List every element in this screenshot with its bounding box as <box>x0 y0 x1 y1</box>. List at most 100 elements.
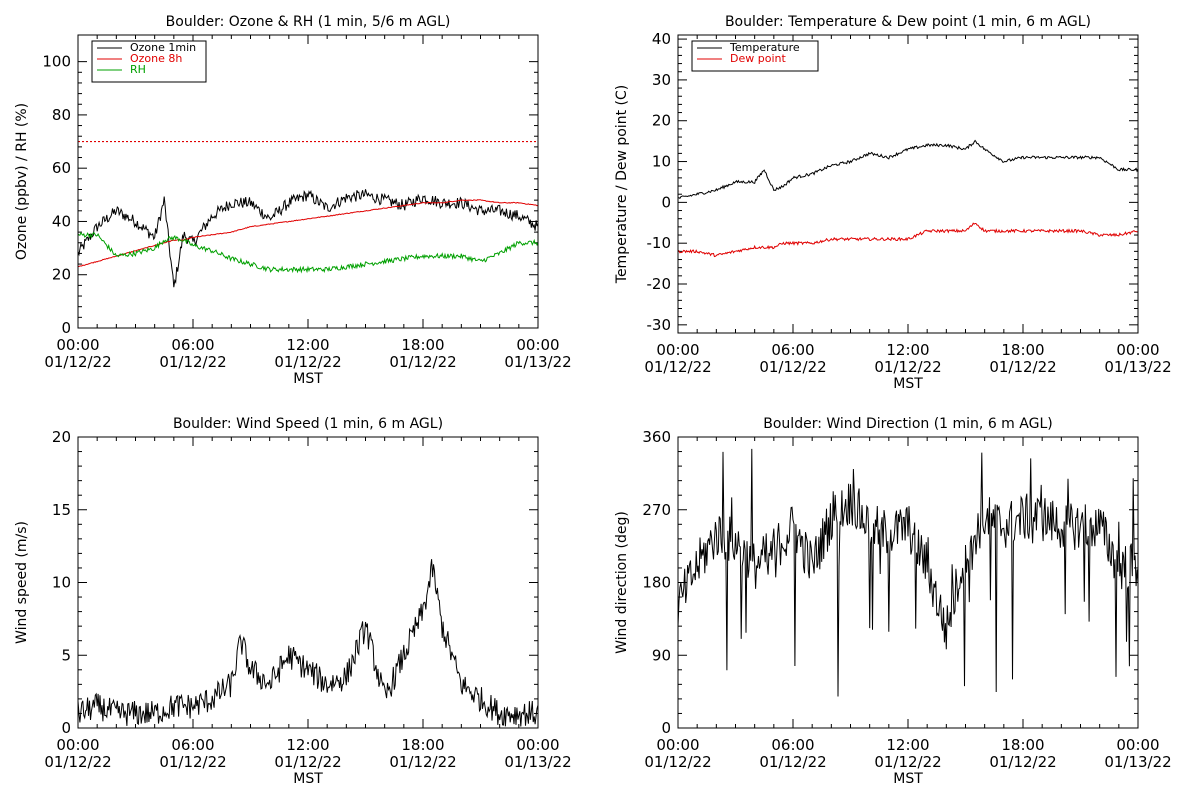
series-line-1 <box>78 189 538 288</box>
y-tick-label: 20 <box>52 428 71 446</box>
x-tick-label-time: 06:00 <box>171 336 214 354</box>
x-tick-label-time: 06:00 <box>771 341 814 359</box>
x-tick-label-time: 00:00 <box>56 336 99 354</box>
y-tick-label: 30 <box>652 71 671 89</box>
x-tick-label-date: 01/12/22 <box>759 753 826 771</box>
y-tick-label: 10 <box>652 153 671 171</box>
y-tick-label: 20 <box>52 266 71 284</box>
chart-panel-temp_dew: Boulder: Temperature & Dew point (1 min,… <box>614 14 1172 392</box>
y-tick-label: 0 <box>61 319 71 337</box>
plot-area <box>78 559 538 727</box>
x-tick-label-time: 00:00 <box>1116 736 1159 754</box>
x-tick-label-date: 01/13/22 <box>504 353 571 371</box>
series-line-1 <box>678 139 1138 199</box>
x-tick-label-time: 00:00 <box>656 736 699 754</box>
x-tick-label-time: 00:00 <box>1116 341 1159 359</box>
x-tick-label-date: 01/12/22 <box>159 353 226 371</box>
y-tick-label: 40 <box>52 212 71 230</box>
series-line-2 <box>78 199 538 267</box>
plot-frame <box>677 34 1139 334</box>
y-tick-label: -10 <box>647 234 672 252</box>
y-tick-label: 0 <box>661 719 671 737</box>
x-tick-label-date: 01/12/22 <box>644 753 711 771</box>
x-tick-label-date: 01/12/22 <box>759 358 826 376</box>
x-axis-label: MST <box>893 376 923 392</box>
y-tick-label: 5 <box>61 646 71 664</box>
plot-frame <box>677 436 1139 729</box>
chart-title: Boulder: Wind Direction (1 min, 6 m AGL) <box>763 416 1052 432</box>
y-tick-label: 60 <box>52 159 71 177</box>
y-axis-label: Wind direction (deg) <box>614 511 630 654</box>
plot-frame <box>77 436 539 729</box>
plot-frame <box>77 34 539 329</box>
x-tick-label-date: 01/12/22 <box>44 753 111 771</box>
x-tick-label-date: 01/12/22 <box>44 353 111 371</box>
legend-label: Dew point <box>730 52 786 65</box>
legend-label: Ozone 1min <box>130 41 196 54</box>
x-tick-label-date: 01/13/22 <box>1104 358 1171 376</box>
plot-area <box>678 448 1138 697</box>
x-tick-label-date: 01/12/22 <box>989 753 1056 771</box>
series-line-3 <box>78 231 538 274</box>
legend-box <box>691 40 819 72</box>
x-tick-label-time: 18:00 <box>1001 736 1044 754</box>
y-tick-label: 100 <box>42 53 71 71</box>
x-tick-label-date: 01/13/22 <box>1104 753 1171 771</box>
x-tick-label-time: 18:00 <box>401 736 444 754</box>
chart-panel-wind_dir: Boulder: Wind Direction (1 min, 6 m AGL)… <box>614 416 1172 787</box>
x-tick-label-date: 01/13/22 <box>504 753 571 771</box>
legend-label: Temperature <box>729 41 800 54</box>
chart-panel-ozone_rh: Boulder: Ozone & RH (1 min, 5/6 m AGL) Oz… <box>14 14 572 387</box>
plot-area <box>78 140 538 288</box>
y-axis-label: Temperature / Dew point (C) <box>614 85 630 284</box>
x-axis-label: MST <box>293 371 323 387</box>
x-tick-label-time: 18:00 <box>1001 341 1044 359</box>
y-axis-label: Ozone (ppbv) / RH (%) <box>14 103 30 260</box>
series-line-1 <box>78 559 538 727</box>
x-axis-label: MST <box>293 771 323 787</box>
x-tick-label-time: 12:00 <box>886 736 929 754</box>
x-tick-label-date: 01/12/22 <box>644 358 711 376</box>
chart-title: Boulder: Temperature & Dew point (1 min,… <box>725 14 1091 30</box>
y-tick-label: -30 <box>647 316 672 334</box>
x-tick-label-date: 01/12/22 <box>989 358 1056 376</box>
chart-title: Boulder: Wind Speed (1 min, 6 m AGL) <box>173 416 443 432</box>
x-tick-label-time: 00:00 <box>656 341 699 359</box>
y-tick-label: 10 <box>52 574 71 592</box>
x-tick-label-date: 01/12/22 <box>874 358 941 376</box>
legend-label: Ozone 8h <box>130 52 182 65</box>
x-tick-label-time: 12:00 <box>286 336 329 354</box>
y-tick-label: 80 <box>52 106 71 124</box>
y-tick-label: -20 <box>647 275 672 293</box>
y-tick-label: 180 <box>642 574 671 592</box>
y-tick-label: 270 <box>642 501 671 519</box>
x-tick-label-time: 00:00 <box>516 736 559 754</box>
x-tick-label-time: 06:00 <box>771 736 814 754</box>
x-tick-label-date: 01/12/22 <box>274 753 341 771</box>
x-tick-label-time: 12:00 <box>286 736 329 754</box>
chart-panel-wind_speed: Boulder: Wind Speed (1 min, 6 m AGL) Wind… <box>14 416 572 787</box>
y-tick-label: 15 <box>52 501 71 519</box>
x-tick-label-date: 01/12/22 <box>274 353 341 371</box>
y-tick-label: 0 <box>61 719 71 737</box>
x-tick-label-time: 06:00 <box>171 736 214 754</box>
y-tick-label: 360 <box>642 428 671 446</box>
x-tick-label-date: 01/12/22 <box>874 753 941 771</box>
y-tick-label: 40 <box>652 30 671 48</box>
y-axis-label: Wind speed (m/s) <box>14 521 30 644</box>
x-tick-label-time: 18:00 <box>401 336 444 354</box>
series-line-2 <box>678 222 1138 258</box>
legend-label: RH <box>130 63 146 76</box>
y-tick-label: 20 <box>652 112 671 130</box>
x-tick-label-time: 00:00 <box>516 336 559 354</box>
plot-area <box>678 139 1138 258</box>
x-tick-label-date: 01/12/22 <box>159 753 226 771</box>
series-line-1 <box>678 448 1138 697</box>
x-tick-label-time: 00:00 <box>56 736 99 754</box>
x-tick-label-date: 01/12/22 <box>389 753 456 771</box>
x-tick-label-time: 12:00 <box>886 341 929 359</box>
chart-title: Boulder: Ozone & RH (1 min, 5/6 m AGL) <box>166 14 451 30</box>
